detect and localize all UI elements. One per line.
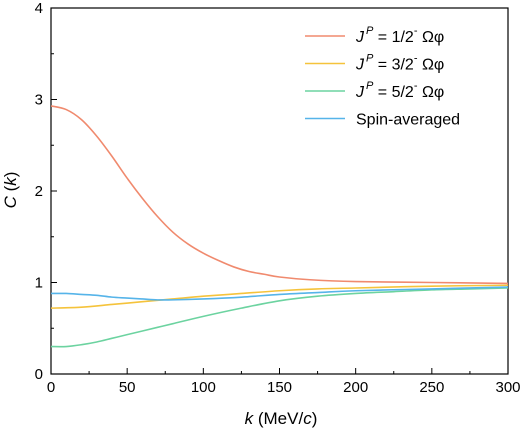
x-tick-label: 50 [119,379,136,396]
x-tick-label: 300 [495,379,520,396]
y-tick-label: 0 [35,366,43,383]
series-spin-averaged-legend-label: Spin-averaged [356,112,460,129]
x-axis-title: k (MeV/c) [245,409,318,428]
series-jp-five-halves-line [51,287,508,348]
series-jp-three-halves-line [51,284,508,309]
x-tick-label: 200 [343,379,368,396]
x-tick-label: 100 [191,379,216,396]
y-tick-label: 2 [35,183,43,200]
series-spin-averaged-line [51,286,508,301]
y-tick-label: 4 [35,0,43,17]
x-tick-label: 250 [419,379,444,396]
y-tick-label: 3 [35,92,43,109]
x-tick-label: 150 [267,379,292,396]
x-tick-label: 0 [47,379,55,396]
y-axis-title: C (k) [1,172,20,209]
y-tick-label: 1 [35,275,43,292]
series-jp-half-line [51,105,508,285]
